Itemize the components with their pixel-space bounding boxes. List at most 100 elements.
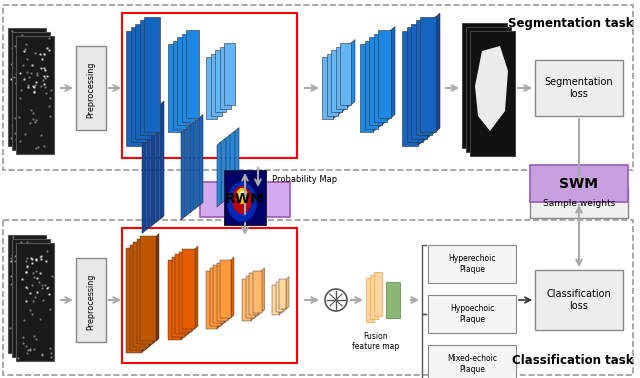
Bar: [8, 235, 46, 353]
Bar: [326, 54, 337, 116]
Point: [22, 350, 33, 356]
Polygon shape: [351, 39, 355, 105]
Point: [28, 283, 38, 289]
Polygon shape: [142, 245, 145, 353]
Point: [9, 81, 19, 87]
Bar: [182, 249, 195, 329]
Point: [15, 79, 25, 85]
Bar: [530, 165, 628, 202]
Point: [38, 126, 48, 132]
Point: [24, 78, 34, 84]
Point: [25, 290, 35, 296]
Point: [16, 129, 26, 135]
Point: [36, 266, 47, 272]
Point: [11, 285, 21, 291]
Point: [44, 284, 54, 290]
Point: [24, 347, 35, 353]
Point: [28, 270, 38, 276]
Point: [28, 116, 38, 122]
Point: [28, 311, 38, 317]
Point: [5, 273, 15, 279]
Point: [20, 131, 30, 137]
Point: [31, 72, 41, 78]
Polygon shape: [152, 236, 156, 344]
Point: [8, 133, 19, 139]
Polygon shape: [242, 170, 249, 180]
Point: [31, 145, 41, 151]
Point: [19, 136, 29, 143]
Point: [28, 297, 38, 304]
Point: [29, 333, 39, 339]
Point: [17, 32, 27, 38]
Point: [7, 253, 17, 259]
Point: [32, 282, 42, 288]
Point: [38, 72, 48, 78]
Point: [27, 96, 37, 102]
Point: [33, 144, 44, 150]
Point: [38, 268, 49, 274]
Bar: [402, 31, 418, 146]
Bar: [340, 43, 351, 105]
Polygon shape: [337, 50, 342, 116]
Point: [18, 68, 28, 74]
Ellipse shape: [236, 188, 248, 204]
Point: [37, 282, 47, 288]
Point: [15, 94, 26, 101]
Polygon shape: [191, 249, 195, 332]
Point: [36, 255, 46, 261]
Bar: [220, 46, 230, 108]
Point: [33, 72, 43, 78]
Point: [35, 254, 45, 260]
Point: [13, 44, 23, 50]
Point: [39, 81, 49, 87]
Polygon shape: [186, 125, 189, 217]
Point: [30, 269, 40, 275]
Point: [41, 258, 51, 264]
Polygon shape: [181, 257, 184, 340]
Point: [44, 102, 54, 108]
Point: [22, 340, 33, 346]
Point: [33, 299, 44, 305]
Polygon shape: [156, 234, 159, 341]
Point: [40, 51, 50, 57]
Point: [12, 42, 22, 48]
Point: [42, 73, 52, 79]
Polygon shape: [156, 104, 159, 223]
Polygon shape: [422, 23, 426, 142]
Point: [13, 62, 24, 68]
Point: [24, 33, 34, 39]
Point: [24, 246, 34, 252]
Point: [38, 45, 49, 51]
Point: [22, 264, 33, 270]
Point: [19, 334, 29, 340]
Point: [28, 92, 38, 98]
Point: [35, 44, 45, 50]
Point: [22, 259, 33, 265]
Point: [44, 35, 54, 41]
Text: Hyperechoic
Plaque: Hyperechoic Plaque: [448, 254, 496, 274]
Point: [38, 143, 49, 149]
Point: [11, 80, 21, 86]
Point: [37, 352, 47, 358]
Point: [38, 342, 49, 348]
Polygon shape: [217, 141, 221, 207]
Point: [27, 256, 37, 262]
Bar: [420, 17, 436, 132]
Point: [35, 87, 45, 93]
Polygon shape: [258, 271, 261, 315]
Point: [17, 288, 27, 294]
Point: [45, 354, 56, 360]
Polygon shape: [431, 17, 435, 135]
Point: [8, 71, 18, 77]
Polygon shape: [382, 34, 386, 125]
Point: [27, 60, 37, 66]
Bar: [213, 265, 224, 324]
Polygon shape: [427, 20, 431, 138]
Point: [36, 62, 46, 68]
Point: [30, 294, 40, 300]
Point: [36, 285, 47, 291]
Bar: [16, 36, 54, 154]
Point: [29, 89, 39, 95]
Point: [13, 269, 24, 275]
Bar: [224, 170, 266, 225]
